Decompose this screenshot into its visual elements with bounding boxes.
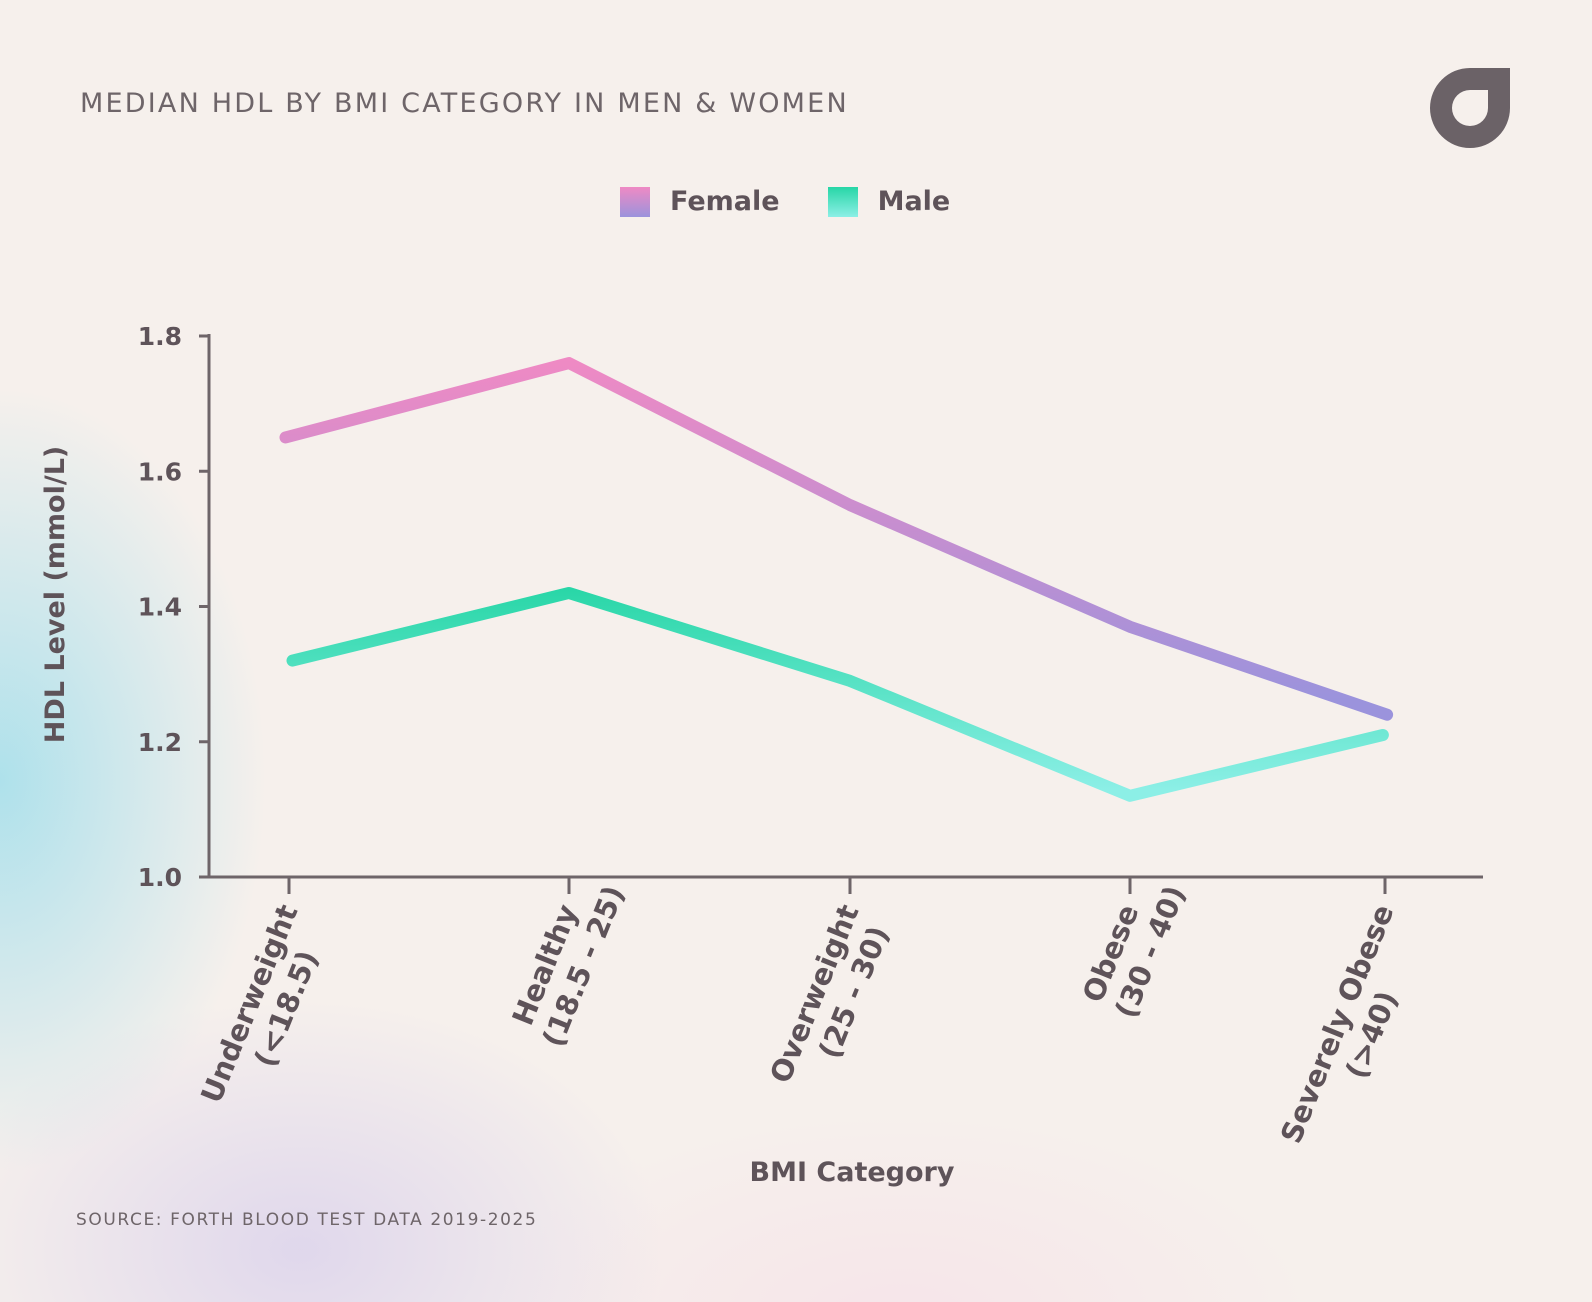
x-tick-label: Healthy(18.5 - 25) xyxy=(505,881,631,1052)
y-tick-label: 1.6 xyxy=(138,457,182,486)
chart-title: MEDIAN HDL BY BMI CATEGORY IN MEN & WOME… xyxy=(80,88,849,119)
series-line-male xyxy=(286,586,1389,802)
x-tick-label: Underweight(<18.5) xyxy=(194,900,325,1108)
legend-item-male: Male xyxy=(827,186,951,217)
legend-swatch-female xyxy=(620,186,650,217)
y-tick-label: 1.2 xyxy=(138,728,182,757)
x-tick-label: Obese(30 - 40) xyxy=(1076,881,1192,1023)
legend-item-female: Female xyxy=(620,186,780,217)
legend-swatch-male xyxy=(827,186,858,217)
y-tick-label: 1.4 xyxy=(138,593,182,622)
series-line-female xyxy=(279,357,1394,721)
series-lines-group xyxy=(279,357,1394,802)
x-tick-label: Severely Obese(>40) xyxy=(1274,900,1405,1148)
x-axis-title: BMI Category xyxy=(750,1157,955,1188)
y-axis-title: HDL Level (mmol/L) xyxy=(40,446,71,744)
y-tick-label: 1.0 xyxy=(138,863,182,892)
axes-group xyxy=(199,334,1483,894)
x-tick-label: Overweight(25 - 30) xyxy=(763,900,896,1088)
legend-label-male: Male xyxy=(877,186,951,217)
legend-label-female: Female xyxy=(670,186,780,217)
chart-legend: Female Male xyxy=(620,186,998,217)
y-tick-label: 1.8 xyxy=(138,322,182,351)
source-note: SOURCE: FORTH BLOOD TEST DATA 2019-2025 xyxy=(76,1210,538,1230)
forth-logo-icon xyxy=(1430,68,1510,148)
